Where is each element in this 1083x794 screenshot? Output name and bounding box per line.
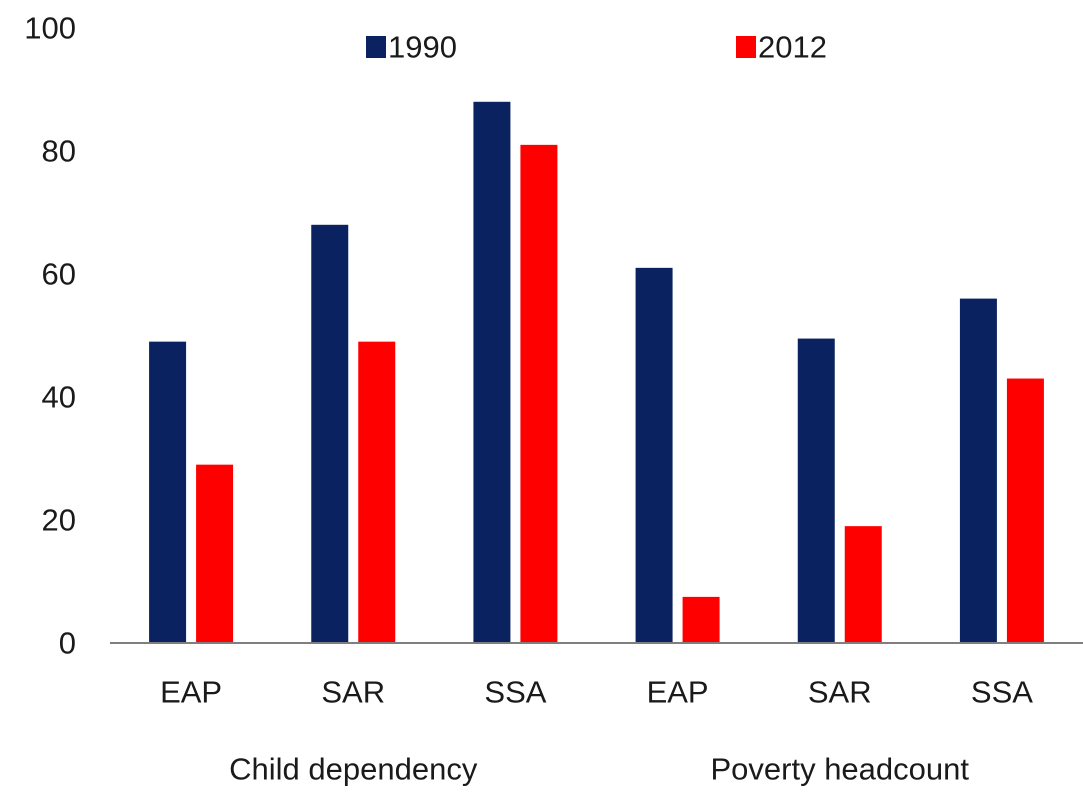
bar-1990-3 [473, 101, 511, 644]
bar-1990-4 [635, 267, 673, 643]
legend-swatch-2012 [736, 36, 756, 58]
bar-2012-6 [1006, 378, 1044, 643]
x-tick-label: SSA [971, 675, 1033, 710]
x-tick-label: EAP [647, 675, 709, 710]
group-labels: Child dependency Poverty headcount [229, 752, 969, 787]
x-tick-label: SAR [321, 675, 385, 710]
x-tick-label: EAP [160, 675, 222, 710]
bar-2012-2 [358, 341, 396, 643]
y-tick-label: 0 [59, 626, 76, 661]
x-tick-label: SSA [484, 675, 546, 710]
legend-label: 2012 [758, 30, 827, 65]
y-tick-label: 40 [42, 380, 76, 415]
legend-label: 1990 [388, 30, 457, 65]
bar-2012-4 [682, 596, 720, 643]
y-axis: 0 20 40 60 80 100 [24, 11, 76, 661]
bar-2012-3 [520, 144, 558, 643]
group-label: Child dependency [229, 752, 478, 787]
bar-1990-6 [959, 298, 997, 643]
bar-1990-1 [149, 341, 187, 643]
y-tick-label: 80 [42, 134, 76, 169]
x-tick-label: SAR [808, 675, 872, 710]
bars [149, 101, 1044, 644]
bar-2012-5 [844, 526, 882, 643]
y-tick-label: 20 [42, 503, 76, 538]
y-tick-label: 100 [24, 11, 76, 46]
group-label: Poverty headcount [710, 752, 969, 787]
legend: 1990 2012 [366, 30, 827, 65]
y-tick-label: 60 [42, 257, 76, 292]
x-axis-labels: EAP SAR SSA EAP SAR SSA [160, 675, 1033, 710]
bar-1990-2 [311, 224, 349, 644]
bar-2012-1 [196, 464, 234, 643]
legend-swatch-1990 [366, 36, 386, 58]
bar-1990-5 [797, 338, 835, 643]
